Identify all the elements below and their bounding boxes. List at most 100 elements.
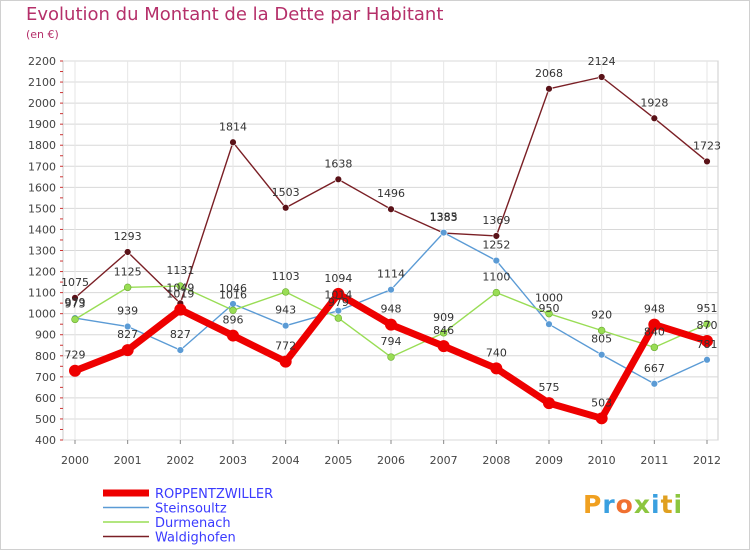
- data-label: 781: [697, 338, 718, 351]
- data-point: [334, 314, 343, 322]
- legend-label: Waldighofen: [155, 531, 236, 546]
- logo-letter: i: [673, 490, 684, 519]
- legend: ROPPENTZWILLERSteinsoultzDurmenachWaldig…: [103, 487, 273, 546]
- x-tick-label: 2000: [61, 454, 89, 467]
- y-tick-label: 1400: [28, 223, 56, 236]
- data-label: 1814: [219, 120, 247, 133]
- x-tick-label: 2012: [693, 454, 721, 467]
- data-label: 1383: [430, 211, 458, 224]
- data-point: [387, 285, 395, 294]
- data-point: [71, 315, 79, 324]
- data-point: [492, 256, 501, 265]
- legend-label: ROPPENTZWILLER: [155, 487, 273, 502]
- proxiti-logo: Proxiti: [583, 490, 683, 519]
- data-labels: 729 827 1019 896 772 1094 948 846 740 575 503 948 87…: [61, 55, 721, 409]
- data-label: 772: [275, 340, 296, 353]
- logo-letter: P: [583, 490, 603, 519]
- data-point: [703, 157, 711, 166]
- data-point: [703, 356, 711, 364]
- data-point: [387, 353, 395, 361]
- data-label: 2068: [535, 67, 563, 80]
- data-label: 575: [539, 381, 560, 394]
- chart-subtitle: (en €): [26, 28, 59, 41]
- data-label: 1723: [693, 139, 721, 152]
- data-label: 951: [697, 302, 718, 315]
- x-tick-label: 2002: [166, 454, 194, 467]
- data-point: [595, 412, 608, 425]
- data-label: 840: [644, 325, 665, 338]
- x-tick-label: 2009: [535, 454, 563, 467]
- series-lines: [69, 73, 713, 425]
- y-tick-label: 1600: [28, 181, 56, 194]
- y-tick-label: 2100: [28, 76, 56, 89]
- logo-letter: i: [651, 490, 661, 519]
- data-label: 1252: [482, 239, 510, 252]
- data-label: 979: [65, 296, 86, 309]
- y-tick-label: 600: [35, 392, 56, 405]
- data-label: 950: [539, 302, 560, 315]
- y-tick-label: 1200: [28, 266, 56, 279]
- x-tick-label: 2001: [114, 454, 142, 467]
- data-point: [545, 309, 553, 318]
- data-point: [439, 329, 448, 337]
- data-point: [701, 335, 713, 348]
- data-point: [385, 318, 397, 331]
- y-tick-label: 2000: [28, 97, 56, 110]
- logo-letter: x: [633, 490, 651, 519]
- data-label: 827: [170, 328, 191, 341]
- data-label: 503: [591, 396, 612, 409]
- data-point: [650, 114, 659, 122]
- data-label: 1016: [219, 288, 247, 301]
- data-label: 1046: [219, 282, 247, 295]
- data-point: [71, 294, 79, 302]
- legend-label: Durmenach: [155, 516, 231, 531]
- y-tick-label: 1700: [28, 160, 56, 173]
- data-label: 909: [433, 311, 454, 324]
- data-point: [648, 318, 661, 331]
- data-point: [176, 282, 185, 290]
- data-point: [281, 204, 290, 212]
- logo-letter: r: [602, 490, 616, 519]
- data-label: 1496: [377, 187, 405, 200]
- y-tick-label: 1900: [28, 118, 56, 131]
- data-label: 920: [591, 309, 612, 322]
- data-label: 1125: [114, 265, 142, 278]
- data-point: [334, 175, 343, 184]
- data-point: [492, 288, 501, 297]
- x-tick-label: 2010: [588, 454, 616, 467]
- data-point: [492, 232, 501, 240]
- x-tick-label: 2003: [219, 454, 247, 467]
- data-point: [176, 346, 185, 354]
- y-tick-label: 1000: [28, 308, 56, 321]
- y-tick-label: 900: [35, 329, 56, 342]
- data-point: [703, 320, 711, 328]
- y-tick-label: 400: [35, 434, 56, 447]
- data-label: 1131: [166, 264, 194, 277]
- data-label: 948: [381, 303, 402, 316]
- data-label: 1100: [482, 271, 510, 284]
- x-tick-label: 2004: [272, 454, 300, 467]
- data-label: 740: [486, 346, 507, 359]
- logo-letter: t: [660, 490, 674, 519]
- data-point: [437, 340, 450, 353]
- x-axis: 2000 2001 2002 2003 2004 2005 2006 2007 2008 2009…: [61, 440, 721, 467]
- y-tick-label: 1300: [28, 245, 56, 258]
- data-label: 1000: [535, 292, 563, 305]
- y-axis: 400 500 600 700 800 900 1000 1100 1200 1300 1400 15…: [28, 55, 63, 447]
- data-point: [332, 287, 345, 300]
- data-point: [650, 380, 659, 388]
- data-label: 1019: [166, 288, 194, 301]
- data-label: 939: [117, 305, 138, 318]
- data-label: 2124: [588, 55, 616, 68]
- data-label: 1049: [166, 281, 194, 294]
- chart-title: Evolution du Montant de la Dette par Hab…: [26, 4, 444, 25]
- data-label: 1369: [482, 214, 510, 227]
- data-label: 1503: [272, 186, 300, 199]
- data-label: 1094: [324, 272, 352, 285]
- data-point: [279, 355, 292, 368]
- data-point: [439, 228, 448, 237]
- data-label: 1385: [430, 211, 458, 224]
- data-point: [334, 307, 343, 315]
- data-point: [597, 326, 606, 335]
- y-tick-label: 700: [35, 371, 56, 384]
